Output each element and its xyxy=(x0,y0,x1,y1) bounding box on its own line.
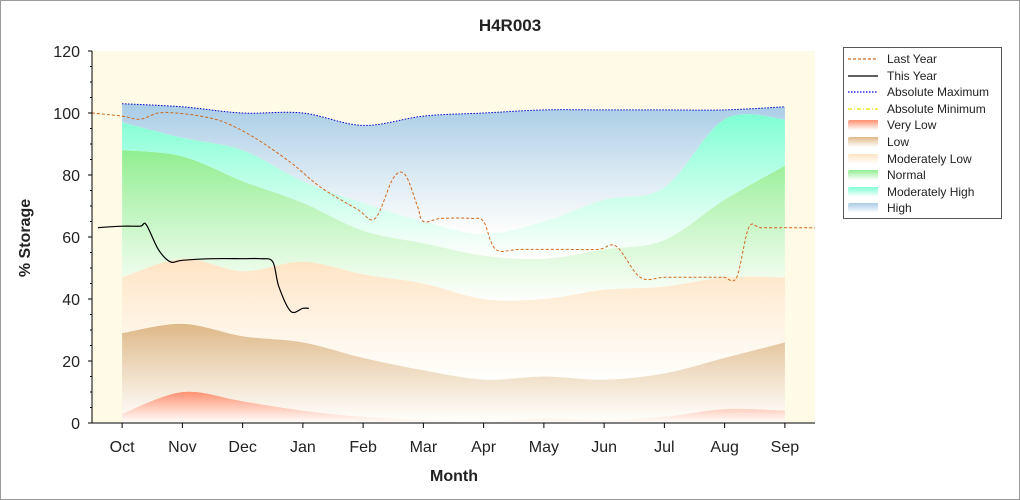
legend-label: Very Low xyxy=(887,118,937,133)
band-normal xyxy=(122,150,785,301)
y-tick-label: 120 xyxy=(53,44,80,61)
legend-label: High xyxy=(887,201,912,216)
x-tick-label-dec: Dec xyxy=(228,439,256,456)
x-tick-label-may: May xyxy=(529,439,559,456)
y-tick-label: 60 xyxy=(62,230,80,247)
legend-label: This Year xyxy=(887,68,938,83)
legend-item-high: High xyxy=(844,200,1001,216)
legend-item-absolute-minimum: Absolute Minimum xyxy=(844,101,1001,117)
band-high xyxy=(122,103,785,234)
legend-label: Moderately High xyxy=(887,184,975,199)
legend-item-this-year: This Year xyxy=(844,68,1001,84)
legend-label: Last Year xyxy=(887,52,938,66)
x-tick-label-oct: Oct xyxy=(110,439,135,456)
y-tick-label: 20 xyxy=(62,354,80,371)
x-tick-label-jul: Jul xyxy=(654,439,674,456)
x-tick-label-nov: Nov xyxy=(168,439,196,456)
legend-item-last-year: Last Year xyxy=(844,51,1001,67)
legend-label: Normal xyxy=(887,168,926,183)
legend-swatch-very-low xyxy=(848,120,878,131)
y-tick-label: 40 xyxy=(62,292,80,309)
series-absolute-maximum xyxy=(122,103,785,126)
legend-item-very-low: Very Low xyxy=(844,117,1001,133)
legend-item-normal: Normal xyxy=(844,167,1001,183)
axis-layer: 0 20 40 60 80 100 120 Oct Nov Dec Jan Feb Mar Apr May J… xyxy=(53,44,815,456)
legend-item-absolute-maximum: Absolute Maximum xyxy=(844,84,1001,100)
legend-swatch-last-year xyxy=(848,58,878,60)
band-moderately-low xyxy=(122,258,785,380)
legend-swatch-moderately-low xyxy=(848,153,878,164)
legend-swatch-moderately-high xyxy=(848,186,878,197)
x-tick-label-jan: Jan xyxy=(290,439,316,456)
x-axis-title: Month xyxy=(430,468,478,485)
legend-item-moderately-high: Moderately High xyxy=(844,184,1001,200)
x-tick-label-feb: Feb xyxy=(349,439,377,456)
y-axis-title: % Storage xyxy=(17,199,34,277)
band-low xyxy=(122,323,785,422)
x-tick-label-aug: Aug xyxy=(710,439,738,456)
legend-swatch-low xyxy=(848,137,878,147)
legend-label: Low xyxy=(887,135,910,149)
x-tick-label-sep: Sep xyxy=(771,439,800,456)
chart-title: H4R003 xyxy=(479,16,541,35)
band-moderately-high xyxy=(122,114,785,260)
chart-legend: Last Year This Year Absolute Maximum Absolu… xyxy=(843,47,1002,219)
legend-swatch-this-year xyxy=(848,74,878,77)
legend-swatch-absolute-maximum xyxy=(848,91,878,93)
legend-label: Absolute Minimum xyxy=(887,101,986,116)
band-layer xyxy=(122,103,785,423)
legend-swatch-high xyxy=(848,203,878,214)
band-very-low xyxy=(122,391,785,423)
x-tick-label-jun: Jun xyxy=(591,439,617,456)
line-layer xyxy=(91,103,815,314)
y-tick-label: 0 xyxy=(71,416,80,433)
legend-swatch-normal xyxy=(848,170,878,181)
x-tick-label-mar: Mar xyxy=(410,439,438,456)
x-tick-label-apr: Apr xyxy=(471,439,497,456)
series-this-year xyxy=(97,222,309,314)
y-tick-label: 100 xyxy=(53,106,80,123)
legend-item-moderately-low: Moderately Low xyxy=(844,151,1001,167)
legend-swatch-absolute-minimum xyxy=(848,108,878,110)
y-tick-label: 80 xyxy=(62,168,80,185)
series-last-year xyxy=(91,111,815,282)
legend-item-low: Low xyxy=(844,134,1001,150)
legend-label: Moderately Low xyxy=(887,151,972,166)
legend-label: Absolute Maximum xyxy=(887,85,990,100)
